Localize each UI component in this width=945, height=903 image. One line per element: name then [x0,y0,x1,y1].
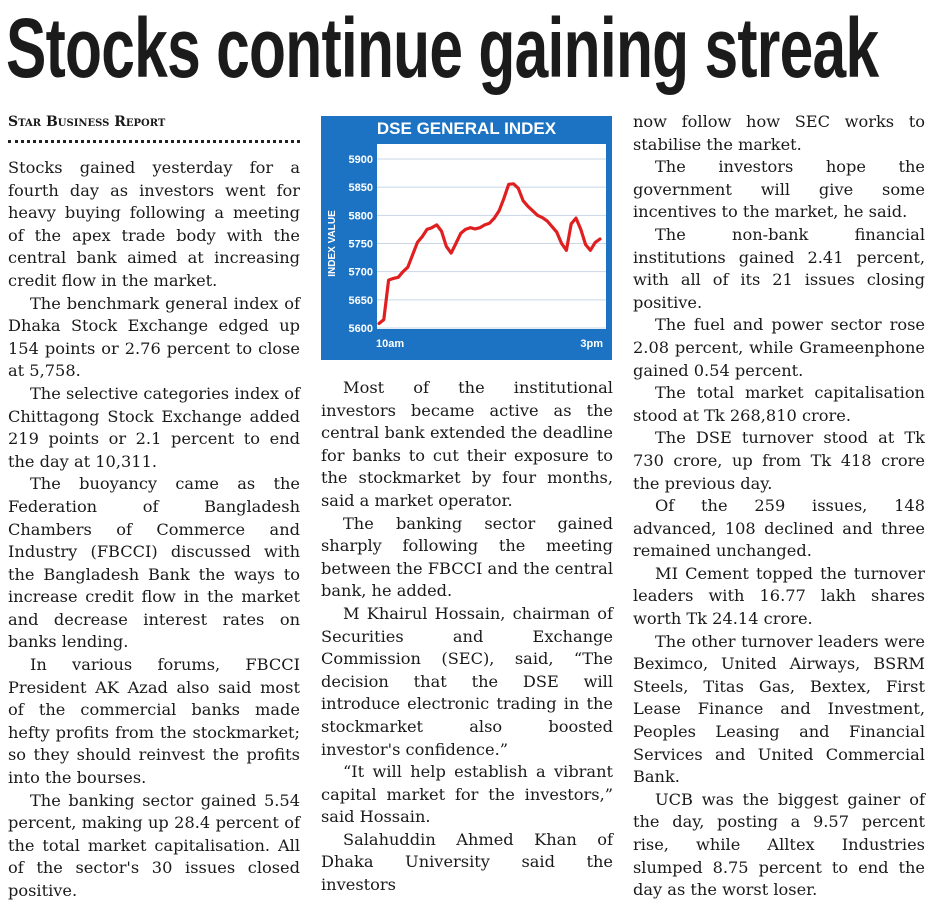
y-tick-label: 5650 [349,295,373,307]
article-paragraph: Salahuddin Ahmed Khan of Dhaka Universit… [321,829,613,895]
byline-divider [8,140,300,143]
article-paragraph: MI Cement topped the turnover leaders wi… [633,563,925,629]
article-paragraph: UCB was the biggest gainer of the day, p… [633,789,925,900]
article-paragraph: The DSE turnover stood at Tk 730 crore, … [633,428,925,493]
dse-index-chart: DSE GENERAL INDEX 5900 5850 5800 5750 5700 56… [321,116,612,360]
index-series-line [377,182,602,326]
plot-area [377,144,606,329]
article-paragraph: The banking sector gained 5.54 percent, … [8,790,300,900]
chart-plot: 5900 5850 5800 5750 5700 5650 5600 INDEX VALUE 1… [327,144,606,350]
article-paragraph: “It will help establish a vibrant capita… [321,762,613,827]
x-tick-label-start: 10am [376,338,404,350]
article-paragraph: now follow how SEC works to stabilise th… [633,112,925,154]
article-paragraph: The banking sector gained sharply follow… [321,513,613,601]
article-paragraph: The total market capitalisation stood at… [633,383,925,425]
article-column-3: now follow how SEC works to stabilise th… [633,111,925,902]
y-tick-label: 5850 [349,182,373,194]
article-paragraph: The non-bank financial institutions gain… [633,224,925,312]
y-tick-label: 5900 [349,154,373,166]
article-paragraph: The fuel and power sector rose 2.08 perc… [633,315,925,380]
y-axis-label: INDEX VALUE [327,210,338,277]
article-paragraph: Stocks gained yesterday for a fourth day… [8,158,300,290]
byline: Star Business Report [8,114,166,130]
article-paragraph: Of the 259 issues, 148 advanced, 108 dec… [633,496,925,561]
article-paragraph: The investors hope the government will g… [633,157,925,222]
article-paragraph: M Khairul Hossain, chairman of Securitie… [321,603,613,759]
y-tick-label: 5700 [349,267,373,279]
article-paragraph: The benchmark general index of Dhaka Sto… [8,293,300,381]
article-column-1: Stocks gained yesterday for a fourth day… [8,157,300,903]
article-paragraph: In various forums, FBCCI President AK Az… [8,655,300,788]
article-column-2: Most of the institutional investors beca… [321,377,613,897]
y-tick-label: 5750 [349,239,373,251]
article-paragraph: Most of the institutional investors beca… [321,378,613,510]
headline: Stocks continue gaining streak [6,1,879,95]
y-tick-label: 5600 [349,323,373,335]
y-tick-label: 5800 [349,210,373,222]
article-paragraph: The other turnover leaders were Beximco,… [633,631,925,787]
chart-title: DSE GENERAL INDEX [376,119,557,138]
article-paragraph: The selective categories index of Chitta… [8,383,300,471]
article-paragraph: The buoyancy came as the Federation of B… [8,474,300,652]
x-tick-label-end: 3pm [580,338,603,350]
